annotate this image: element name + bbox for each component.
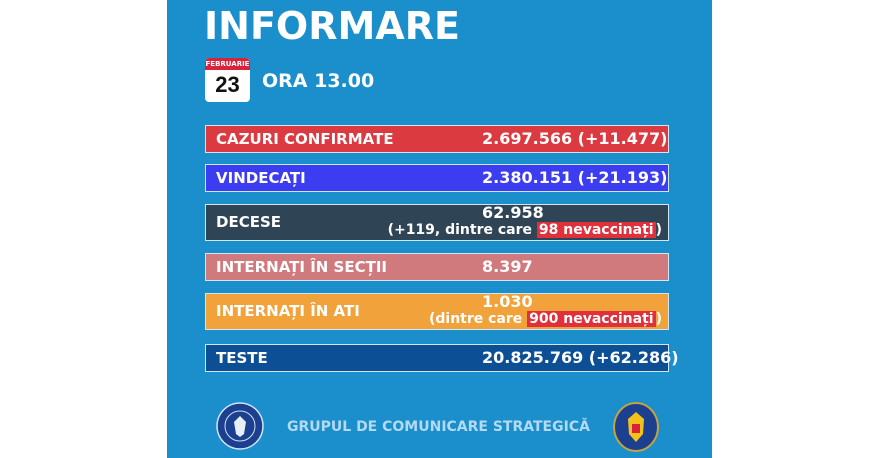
- calendar-month: FEBRUARIE: [205, 58, 250, 70]
- unvaccinated-highlight: 900 nevaccinați: [527, 311, 656, 327]
- row-internati-sectii: INTERNAȚI ÎN SECȚII 8.397: [205, 253, 669, 281]
- row-vindecati: VINDECAȚI 2.380.151 (+21.193): [205, 164, 669, 192]
- row-teste: TESTE 20.825.769 (+62.286): [205, 344, 679, 372]
- unvaccinated-highlight: 98 nevaccinați: [536, 222, 656, 238]
- footer-text: GRUPUL DE COMUNICARE STRATEGICĂ: [287, 419, 590, 435]
- government-seal-logo: [216, 402, 264, 450]
- row-label: VINDECAȚI: [216, 169, 306, 187]
- row-value: 8.397: [482, 257, 533, 276]
- sub-suffix: ): [655, 222, 662, 238]
- ministry-coat-of-arms-logo: [613, 402, 659, 452]
- calendar-icon: FEBRUARIE 23: [205, 58, 250, 102]
- calendar-day: 23: [215, 72, 240, 97]
- report-time: ORA 13.00: [262, 70, 375, 92]
- row-value: 2.380.151 (+21.193): [482, 168, 668, 187]
- row-label: TESTE: [216, 349, 268, 367]
- row-subvalue: (+119, dintre care 98 nevaccinați): [388, 222, 662, 238]
- sub-suffix: ): [655, 311, 662, 327]
- row-value: 62.958: [482, 203, 544, 222]
- sub-prefix: (+119, dintre care: [387, 222, 537, 238]
- row-label: INTERNAȚI ÎN SECȚII: [216, 258, 388, 276]
- row-value: 2.697.566 (+11.477): [482, 129, 668, 148]
- row-label: CAZURI CONFIRMATE: [216, 130, 394, 148]
- row-label: INTERNAȚI ÎN ATI: [216, 302, 360, 320]
- row-label: DECESE: [216, 213, 282, 231]
- sub-prefix: (dintre care: [428, 311, 528, 327]
- row-decese: DECESE 62.958 (+119, dintre care 98 neva…: [205, 203, 669, 241]
- row-value: 1.030: [482, 292, 533, 311]
- row-internati-ati: INTERNAȚI ÎN ATI 1.030 (dintre care 900 …: [205, 292, 669, 330]
- row-value: 20.825.769 (+62.286): [482, 348, 679, 367]
- page-title: INFORMARE: [204, 4, 460, 48]
- row-cazuri-confirmate: CAZURI CONFIRMATE 2.697.566 (+11.477): [205, 125, 669, 153]
- row-subvalue: (dintre care 900 nevaccinați): [429, 311, 662, 327]
